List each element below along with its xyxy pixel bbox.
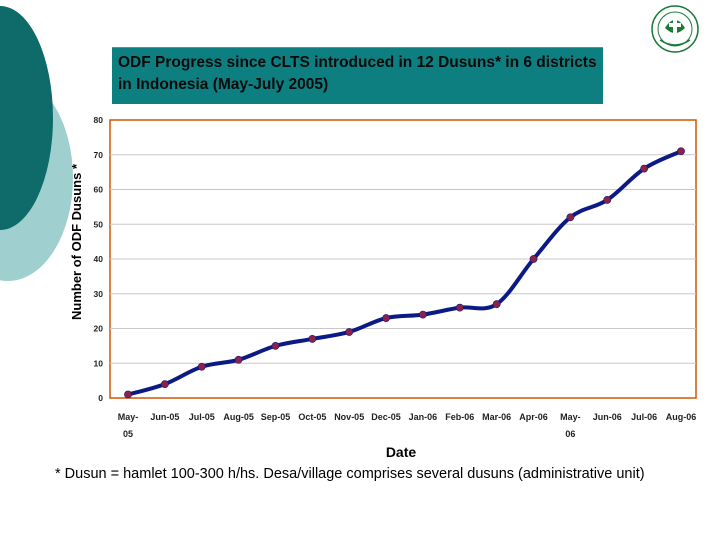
data-point — [234, 355, 243, 364]
data-point — [419, 310, 427, 319]
x-tick-label: Jun-06 — [593, 412, 622, 422]
y-tick-label: 0 — [98, 393, 103, 403]
data-point — [271, 341, 280, 350]
data-point — [640, 164, 649, 173]
data-point — [345, 328, 354, 336]
data-point — [529, 255, 538, 263]
x-tick-label: Oct-05 — [298, 412, 326, 422]
y-tick-label: 40 — [94, 254, 104, 264]
x-tick-label: Jul-05 — [189, 412, 215, 422]
x-axis-label: Date — [386, 444, 417, 460]
x-tick-label: Jul-06 — [631, 412, 657, 422]
y-tick-label: 50 — [94, 219, 104, 229]
data-point — [308, 335, 317, 343]
y-tick-label: 10 — [94, 358, 104, 368]
y-tick-label: 60 — [94, 185, 104, 195]
data-point — [455, 303, 464, 312]
x-tick-label: May-06 — [560, 412, 581, 439]
x-tick-label: Aug-06 — [666, 412, 697, 422]
x-tick-label: Aug-05 — [223, 412, 254, 422]
y-axis-label: Number of ODF Dusuns * — [69, 163, 84, 320]
footnote: * Dusun = hamlet 100-300 h/hs. Desa/vill… — [55, 466, 645, 482]
data-point — [603, 196, 612, 204]
y-tick-label: 80 — [94, 115, 104, 125]
y-tick-label: 70 — [94, 150, 104, 160]
data-point — [566, 213, 575, 222]
x-tick-label: Nov-05 — [334, 412, 364, 422]
y-tick-label: 20 — [94, 324, 104, 334]
x-tick-label: May-05 — [118, 412, 139, 439]
data-point — [492, 300, 501, 309]
data-point — [382, 314, 390, 322]
x-tick-label: Feb-06 — [445, 412, 474, 422]
x-tick-label: Apr-06 — [519, 412, 548, 422]
x-tick-label: Dec-05 — [371, 412, 401, 422]
slide-title: ODF Progress since CLTS introduced in 12… — [112, 47, 603, 104]
x-tick-label: Jan-06 — [409, 412, 438, 422]
data-point — [677, 147, 685, 156]
data-point — [160, 380, 169, 388]
data-point — [197, 362, 206, 371]
data-point — [124, 390, 132, 399]
series-line — [126, 149, 683, 397]
x-tick-label: Mar-06 — [482, 412, 511, 422]
x-tick-label: Jun-05 — [150, 412, 179, 422]
x-tick-label: Sep-05 — [261, 412, 291, 422]
organization-logo — [651, 5, 699, 53]
y-tick-label: 30 — [94, 289, 104, 299]
